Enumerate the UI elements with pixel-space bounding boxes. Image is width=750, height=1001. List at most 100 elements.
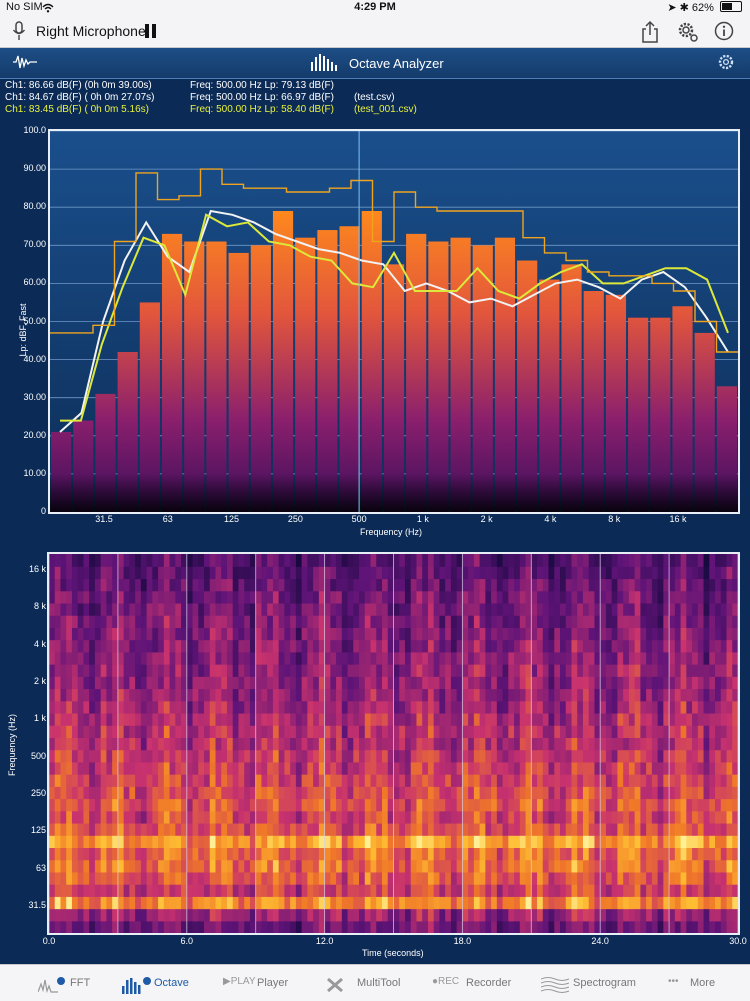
octave-y-tick: 70.00 [23,239,46,250]
wifi-icon [42,3,54,13]
spectrogram-x-tick: 12.0 [315,936,334,946]
tab-label: Octave [154,977,189,989]
tab-more[interactable]: ••• More [668,965,750,1001]
spectrogram-plot[interactable] [47,552,740,935]
tab-label: FFT [70,977,91,989]
octave-chart[interactable] [50,131,738,512]
spectrogram-x-tick: 24.0 [591,936,609,946]
octave-bar [206,241,227,512]
waveform-icon[interactable] [12,54,38,70]
battery-icon [720,1,742,12]
readout-file: (test.csv) [354,92,395,103]
octave-bar [650,317,671,512]
octave-bar [406,233,427,512]
status-bar: No SIM 4:29 PM ➤ ✱ 62% [0,0,750,16]
nav-bar: Right Microphone [0,16,750,48]
more-icon: ••• [668,976,679,987]
octave-bar [295,237,316,512]
tab-spectrogram[interactable]: Spectrogram [540,965,636,1001]
spectrogram-y-tick: 250 [30,788,46,798]
readout-frequency: Freq: 500.00 Hz Lp: 66.97 dB(F) [190,92,334,103]
octave-y-tick: 100.0 [23,125,46,135]
readout-row: Ch1: 86.66 dB(F) (0h 0m 39.00s) Freq: 500… [0,80,750,92]
octave-x-tick: 1 k [416,514,429,524]
tab-label: Spectrogram [573,977,636,989]
fft-icon [37,976,68,997]
series-line-yellow [60,213,729,422]
spectrogram-icon [540,976,571,997]
tab-octave[interactable]: Octave [122,965,212,1001]
octave-bar [583,291,604,512]
spectrogram-y-label: Frequency (Hz) [7,714,17,777]
spectrogram-heatmap[interactable] [49,554,738,933]
rec-icon: ●REC [432,976,460,987]
octave-y-tick: 60.00 [23,277,46,288]
octave-icon [122,976,152,997]
octave-bar [317,230,338,512]
info-icon[interactable] [714,21,734,41]
spectrogram-y-tick: 125 [30,825,46,836]
readout-frequency: Freq: 500.00 Hz Lp: 79.13 dB(F) [190,80,334,91]
octave-bar [494,237,516,512]
octave-y-tick: 50.00 [23,315,46,326]
tab-label: Recorder [466,977,512,989]
octave-y-tick: 90.00 [23,163,46,174]
octave-bar [628,317,649,512]
spectrogram-cells [49,554,738,933]
spectrogram-y-tick: 1 k [33,713,46,724]
octave-x-tick: 4 k [544,514,557,524]
spectrogram-y-tick: 63 [35,862,46,873]
octave-x-tick: 250 [287,514,303,524]
octave-bar [117,351,138,512]
analyzer-header: Octave Analyzer [0,48,750,79]
octave-bar [539,279,560,512]
octave-bar [472,245,493,512]
play-icon: ▶PLAY [223,976,256,987]
spectrogram-x-label: Time (seconds) [362,948,424,958]
tab-multitool[interactable]: MultiTool [325,965,415,1001]
octave-bar [161,233,183,512]
octave-x-tick: 8 k [608,514,621,524]
readout-frequency: Freq: 500.00 Hz Lp: 58.40 dB(F) [190,104,334,115]
microphone-icon[interactable] [12,21,26,41]
octave-x-tick: 63 [162,514,173,524]
octave-x-tick: 31.5 [95,514,113,524]
octave-x-tick: 16 k [669,514,687,524]
octave-bar [184,241,205,512]
status-right: ➤ ✱ 62% [667,1,742,14]
share-icon[interactable] [640,20,660,44]
spectrogram-y-tick: 31.5 [28,900,46,910]
spectrogram-x-tick: 0.0 [42,936,56,946]
analyzer-settings-icon[interactable] [717,53,735,71]
tab-fft[interactable]: FFT [37,965,128,1001]
spectrogram-x-tick: 6.0 [180,936,194,946]
octave-y-label: Lp: dBF, Fast [18,303,28,357]
battery-percent: 62% [691,2,714,14]
octave-y-tick: 0 [40,506,46,516]
tab-player[interactable]: ▶PLAY Player [223,965,313,1001]
readout-row: Ch1: 84.67 dB(F) ( 0h 0m 27.07s) Freq: 50… [0,92,750,104]
octave-bar [339,226,360,512]
tab-bar: FFT Octave ▶PLAY Player MultiTool ●REC Recorde… [0,964,750,1001]
octave-plot[interactable] [48,129,740,514]
spectrogram-y-tick: 8 k [33,601,46,612]
readout-level: Ch1: 86.66 dB(F) (0h 0m 39.00s) [5,80,152,91]
octave-y-tick: 20.00 [23,429,46,440]
tab-label: More [690,977,716,989]
multitool-icon [325,976,355,997]
spectrogram-y-tick: 16 k [28,564,46,574]
measurement-readout: Ch1: 86.66 dB(F) (0h 0m 39.00s) Freq: 500… [0,80,750,116]
input-source-title[interactable]: Right Microphone [36,23,146,39]
octave-bar [450,237,471,512]
tab-label: MultiTool [357,977,401,989]
spectrogram-x-tick: 30.0 [729,936,747,946]
octave-bar [139,302,160,512]
readout-level: Ch1: 84.67 dB(F) ( 0h 0m 27.07s) [5,92,155,103]
octave-bar [517,260,538,512]
readout-row: Ch1: 83.45 dB(F) ( 0h 0m 5.16s) Freq: 500… [0,104,750,116]
octave-bar [605,294,627,512]
pause-button[interactable] [145,24,157,38]
bar-shading [50,473,738,512]
settings-gear-icon[interactable] [676,20,700,44]
tab-recorder[interactable]: ●REC Recorder [432,965,522,1001]
